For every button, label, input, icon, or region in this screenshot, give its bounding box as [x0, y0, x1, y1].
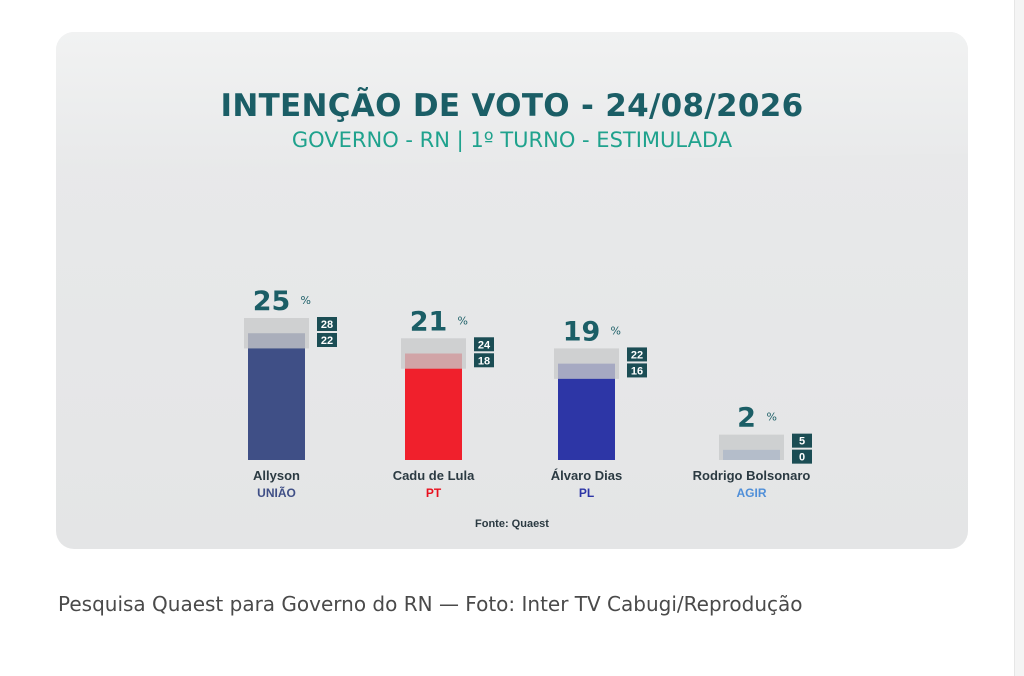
value-label-cadu-de-lula: 21: [410, 306, 448, 337]
chart-title: INTENÇÃO DE VOTO - 24/08/2026: [220, 88, 804, 124]
upper-bound-box-rodrigo-bolsonaro: [792, 433, 812, 448]
bar-allyson: [248, 333, 305, 460]
category-label-allyson: Allyson: [253, 468, 300, 483]
photo-caption: Pesquisa Quaest para Governo do RN — Fot…: [58, 592, 803, 616]
upper-bound-rodrigo-bolsonaro: 5: [799, 436, 805, 448]
percent-sign-alvaro-dias: %: [611, 324, 621, 337]
lower-bound-alvaro-dias: 16: [631, 365, 643, 377]
party-label-cadu-de-lula: PT: [426, 486, 442, 500]
header-panel: [56, 32, 968, 170]
lower-bound-box-rodrigo-bolsonaro: [792, 449, 812, 464]
error-band-cadu-de-lula: [401, 338, 466, 369]
chart-card: INTENÇÃO DE VOTO - 24/08/2026 GOVERNO - …: [56, 32, 968, 549]
category-label-cadu-de-lula: Cadu de Lula: [393, 468, 475, 483]
party-label-allyson: UNIÃO: [257, 485, 296, 500]
error-band-allyson: [244, 318, 309, 349]
upper-bound-cadu-de-lula: 24: [478, 339, 491, 351]
value-label-alvaro-dias: 19: [563, 316, 601, 347]
chart-subtitle: GOVERNO - RN | 1º TURNO - ESTIMULADA: [291, 128, 733, 152]
value-label-rodrigo-bolsonaro: 2: [737, 403, 756, 434]
lower-bound-box-cadu-de-lula: [474, 353, 494, 368]
lower-bound-allyson: 22: [321, 335, 333, 347]
category-label-rodrigo-bolsonaro: Rodrigo Bolsonaro: [693, 468, 811, 483]
error-band-alvaro-dias: [554, 348, 619, 379]
error-band-rodrigo-bolsonaro: [719, 434, 784, 460]
value-label-allyson: 25: [253, 286, 291, 317]
lower-bound-cadu-de-lula: 18: [478, 355, 490, 367]
page-edge: [1014, 0, 1024, 676]
percent-sign-cadu-de-lula: %: [458, 314, 468, 327]
percent-sign-rodrigo-bolsonaro: %: [767, 411, 777, 424]
upper-bound-box-allyson: [317, 317, 337, 331]
upper-bound-alvaro-dias: 22: [631, 349, 643, 361]
category-label-alvaro-dias: Álvaro Dias: [551, 468, 623, 483]
upper-bound-allyson: 28: [321, 319, 333, 331]
chart-source: Fonte: Quaest: [475, 518, 549, 530]
bar-alvaro-dias: [558, 363, 615, 460]
party-label-alvaro-dias: PL: [579, 486, 594, 500]
lower-bound-rodrigo-bolsonaro: 0: [799, 452, 805, 464]
bar-cadu-de-lula: [405, 353, 462, 460]
upper-bound-box-cadu-de-lula: [474, 337, 494, 352]
percent-sign-allyson: %: [301, 294, 311, 307]
lower-bound-box-allyson: [317, 333, 337, 347]
lower-bound-box-alvaro-dias: [627, 363, 647, 378]
upper-bound-box-alvaro-dias: [627, 347, 647, 362]
party-label-rodrigo-bolsonaro: AGIR: [737, 486, 767, 500]
